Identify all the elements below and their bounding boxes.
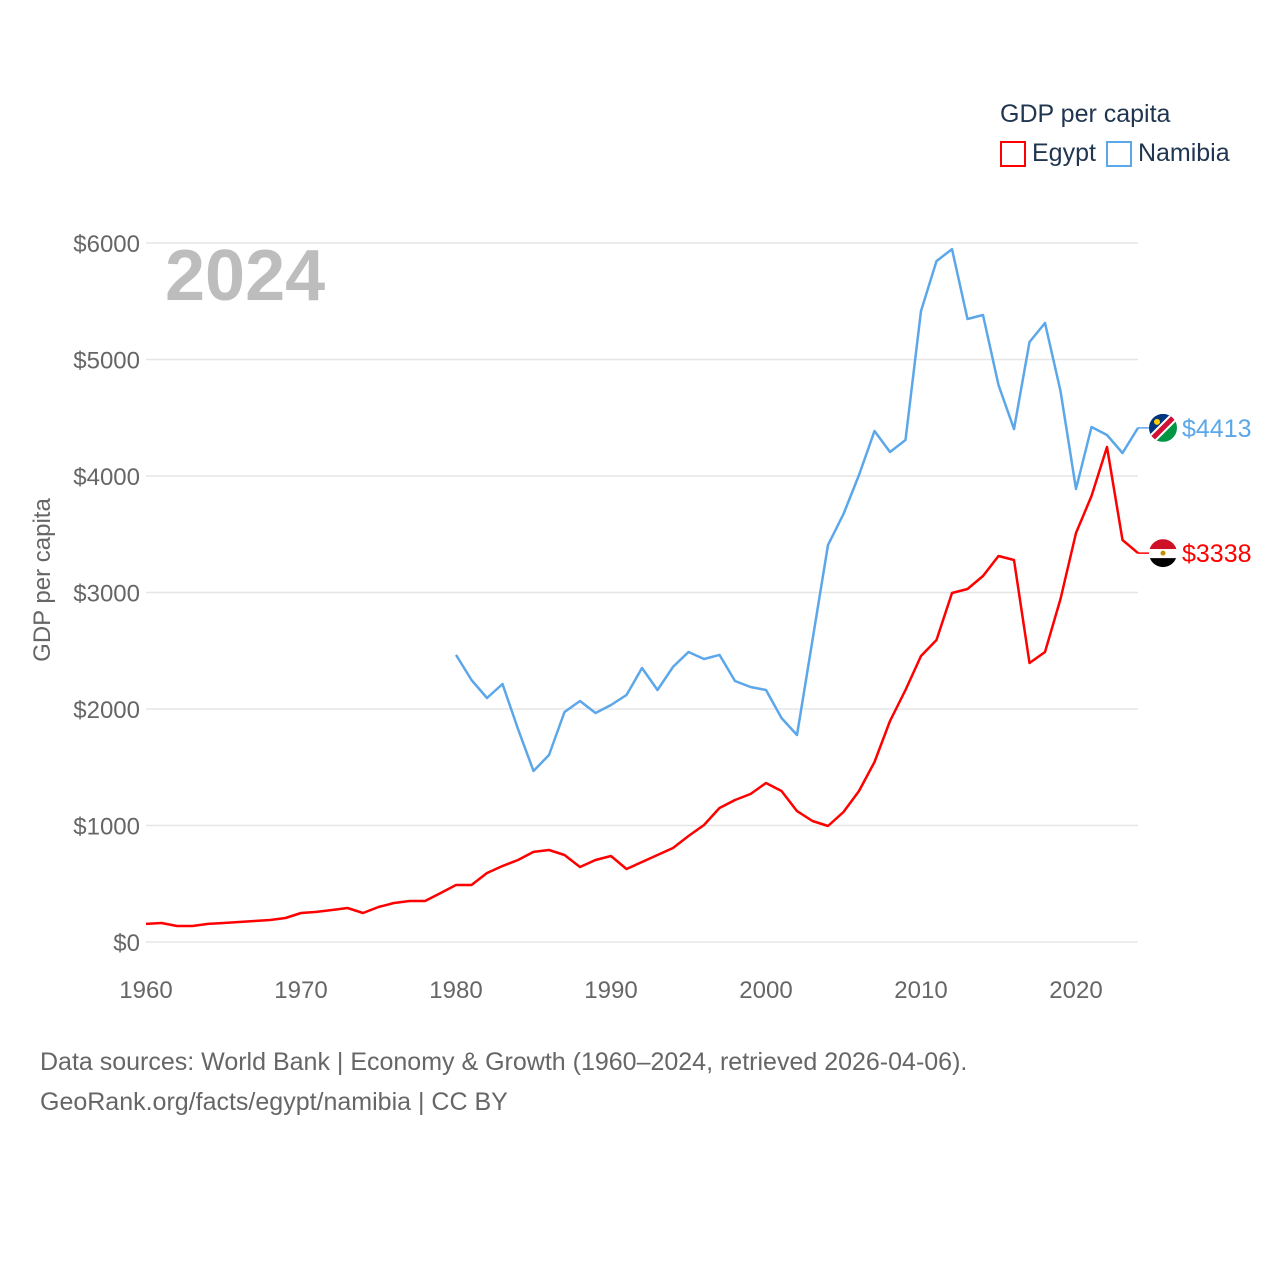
- x-tick-label: 2020: [1049, 977, 1102, 1004]
- x-tick-label: 1990: [584, 977, 637, 1004]
- legend-label: Namibia: [1137, 139, 1230, 167]
- x-tick-label: 2000: [739, 977, 792, 1004]
- legend-item-namibia[interactable]: Namibia: [1105, 139, 1230, 168]
- namibia-flag-icon: [1149, 413, 1177, 442]
- egypt-flag-icon: [1149, 539, 1177, 568]
- y-tick-label: $6000: [73, 231, 140, 258]
- x-tick-label: 1980: [429, 977, 482, 1004]
- y-axis-label: GDP per capita: [29, 498, 56, 662]
- y-tick-label: $0: [113, 930, 140, 957]
- legend-title: GDP per capita: [1000, 100, 1171, 128]
- x-tick-label: 2010: [894, 977, 947, 1004]
- legend-item-egypt[interactable]: Egypt: [1000, 139, 1096, 168]
- y-tick-label: $5000: [73, 348, 140, 375]
- y-tick-label: $4000: [73, 464, 140, 491]
- series-line-egypt: [145, 445, 1139, 928]
- year-label: 2024: [165, 236, 325, 316]
- legend: GDP per capita Egypt Namibia: [1000, 100, 1230, 168]
- y-tick-label: $2000: [73, 697, 140, 724]
- y-tick-label: $1000: [73, 814, 140, 841]
- footer: Data sources: World Bank | Economy & Gro…: [40, 1042, 967, 1122]
- series-line-namibia: [454, 247, 1140, 773]
- end-value-label: $4413: [1182, 415, 1252, 443]
- legend-label: Egypt: [1032, 139, 1096, 167]
- attribution-link[interactable]: GeoRank.org/facts/egypt/namibia | CC BY: [40, 1088, 508, 1116]
- x-tick-label: 1970: [274, 977, 327, 1004]
- y-tick-label: $3000: [73, 581, 140, 608]
- x-tick-label: 1960: [119, 977, 172, 1004]
- end-value-label: $3338: [1182, 540, 1252, 568]
- data-sources: Data sources: World Bank | Economy & Gro…: [40, 1048, 968, 1076]
